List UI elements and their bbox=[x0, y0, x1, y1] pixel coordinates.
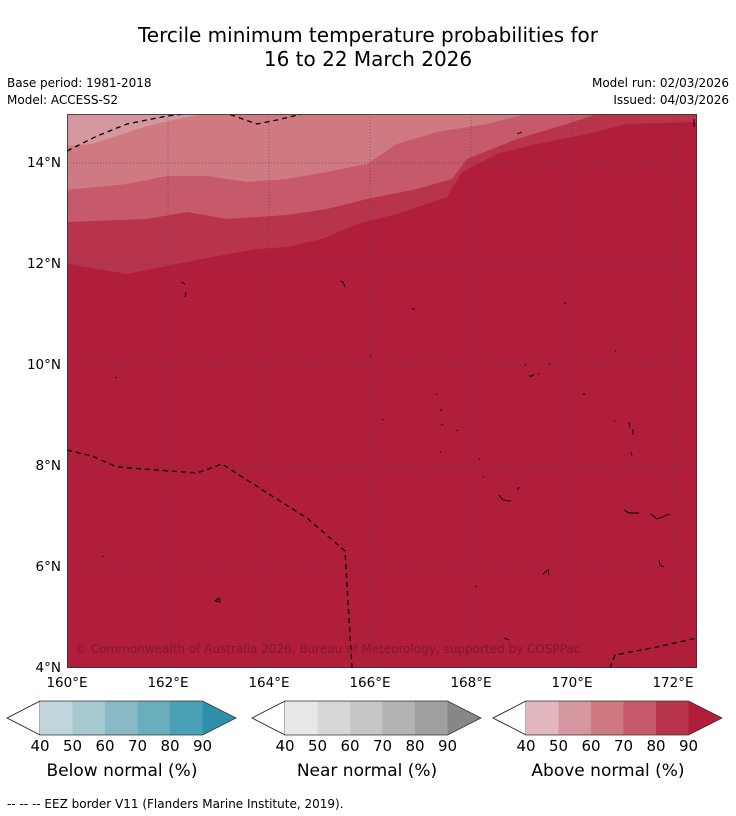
above-swatch-1 bbox=[526, 701, 559, 735]
map-title-line2: 16 to 22 March 2026 bbox=[263, 47, 473, 71]
near-tick-40: 40 bbox=[275, 737, 295, 755]
lat-label-6n: 6°N bbox=[35, 559, 61, 575]
above-tick-80: 80 bbox=[646, 737, 666, 755]
below-tick-40: 40 bbox=[30, 737, 50, 755]
eez-footnote: -- -- -- EEZ border V11 (Flanders Marine… bbox=[7, 797, 344, 811]
near-tick-60: 60 bbox=[340, 737, 360, 755]
above-normal-colorbar bbox=[492, 700, 723, 736]
lon-label-166e: 166°E bbox=[349, 675, 391, 691]
above-tick-60: 60 bbox=[581, 737, 601, 755]
above-swatch-4 bbox=[623, 701, 656, 735]
lat-label-8n: 8°N bbox=[35, 458, 61, 474]
map-title-line1: Tercile minimum temperature probabilitie… bbox=[137, 23, 599, 47]
lon-label-164e: 164°E bbox=[248, 675, 290, 691]
near-normal-colorbar bbox=[251, 700, 482, 736]
above-swatch-2 bbox=[558, 701, 591, 735]
model-run: Model run: 02/03/2026 bbox=[591, 76, 729, 90]
contour-60 bbox=[67, 114, 527, 190]
below-tick-90: 90 bbox=[192, 737, 213, 755]
below-tick-80: 80 bbox=[160, 737, 180, 755]
near-tick-80: 80 bbox=[405, 737, 425, 755]
base-period: Base period: 1981-2018 bbox=[7, 76, 152, 90]
above-tick-90: 90 bbox=[678, 737, 699, 755]
near-swatch-3 bbox=[350, 701, 383, 735]
probability-map: © Commonwealth of Australia 2026, Bureau… bbox=[67, 114, 697, 668]
near-swatch-2 bbox=[317, 701, 350, 735]
above-normal-title: Above normal (%) bbox=[531, 761, 685, 781]
below-tick-70: 70 bbox=[127, 737, 148, 755]
lon-label-168e: 168°E bbox=[450, 675, 492, 691]
lat-label-4n: 4°N bbox=[35, 660, 61, 676]
near-swatch-4 bbox=[382, 701, 415, 735]
islands bbox=[101, 119, 695, 641]
lon-label-160e: 160°E bbox=[46, 675, 88, 691]
below-normal-title: Below normal (%) bbox=[46, 761, 198, 781]
above-tick-40: 40 bbox=[516, 737, 536, 755]
near-normal-title: Near normal (%) bbox=[296, 761, 438, 781]
contour-50 bbox=[67, 114, 202, 146]
issued-date: Issued: 04/03/2026 bbox=[613, 93, 729, 107]
below-normal-colorbar bbox=[6, 700, 237, 736]
below-swatch-3 bbox=[105, 701, 138, 735]
near-tick-50: 50 bbox=[307, 737, 328, 755]
lon-label-170e: 170°E bbox=[551, 675, 593, 691]
lon-label-172e: 172°E bbox=[652, 675, 694, 691]
lon-label-162e: 162°E bbox=[147, 675, 189, 691]
above-tick-70: 70 bbox=[613, 737, 634, 755]
near-tick-70: 70 bbox=[372, 737, 393, 755]
below-swatch-1 bbox=[40, 701, 73, 735]
eez-border bbox=[67, 114, 697, 668]
below-tick-60: 60 bbox=[95, 737, 115, 755]
lat-label-10n: 10°N bbox=[26, 357, 61, 373]
model-name: Model: ACCESS-S2 bbox=[7, 93, 119, 107]
below-swatch-2 bbox=[72, 701, 105, 735]
lat-label-12n: 12°N bbox=[26, 256, 61, 272]
copyright-notice: © Commonwealth of Australia 2026, Bureau… bbox=[75, 642, 580, 656]
below-swatch-4 bbox=[137, 701, 170, 735]
below-tick-50: 50 bbox=[62, 737, 83, 755]
near-swatch-5 bbox=[415, 701, 448, 735]
above-swatch-5 bbox=[656, 701, 689, 735]
above-swatch-3 bbox=[591, 701, 624, 735]
lat-label-14n: 14°N bbox=[26, 155, 61, 171]
below-swatch-5 bbox=[170, 701, 203, 735]
near-swatch-1 bbox=[285, 701, 318, 735]
above-tick-50: 50 bbox=[548, 737, 569, 755]
near-tick-90: 90 bbox=[437, 737, 458, 755]
